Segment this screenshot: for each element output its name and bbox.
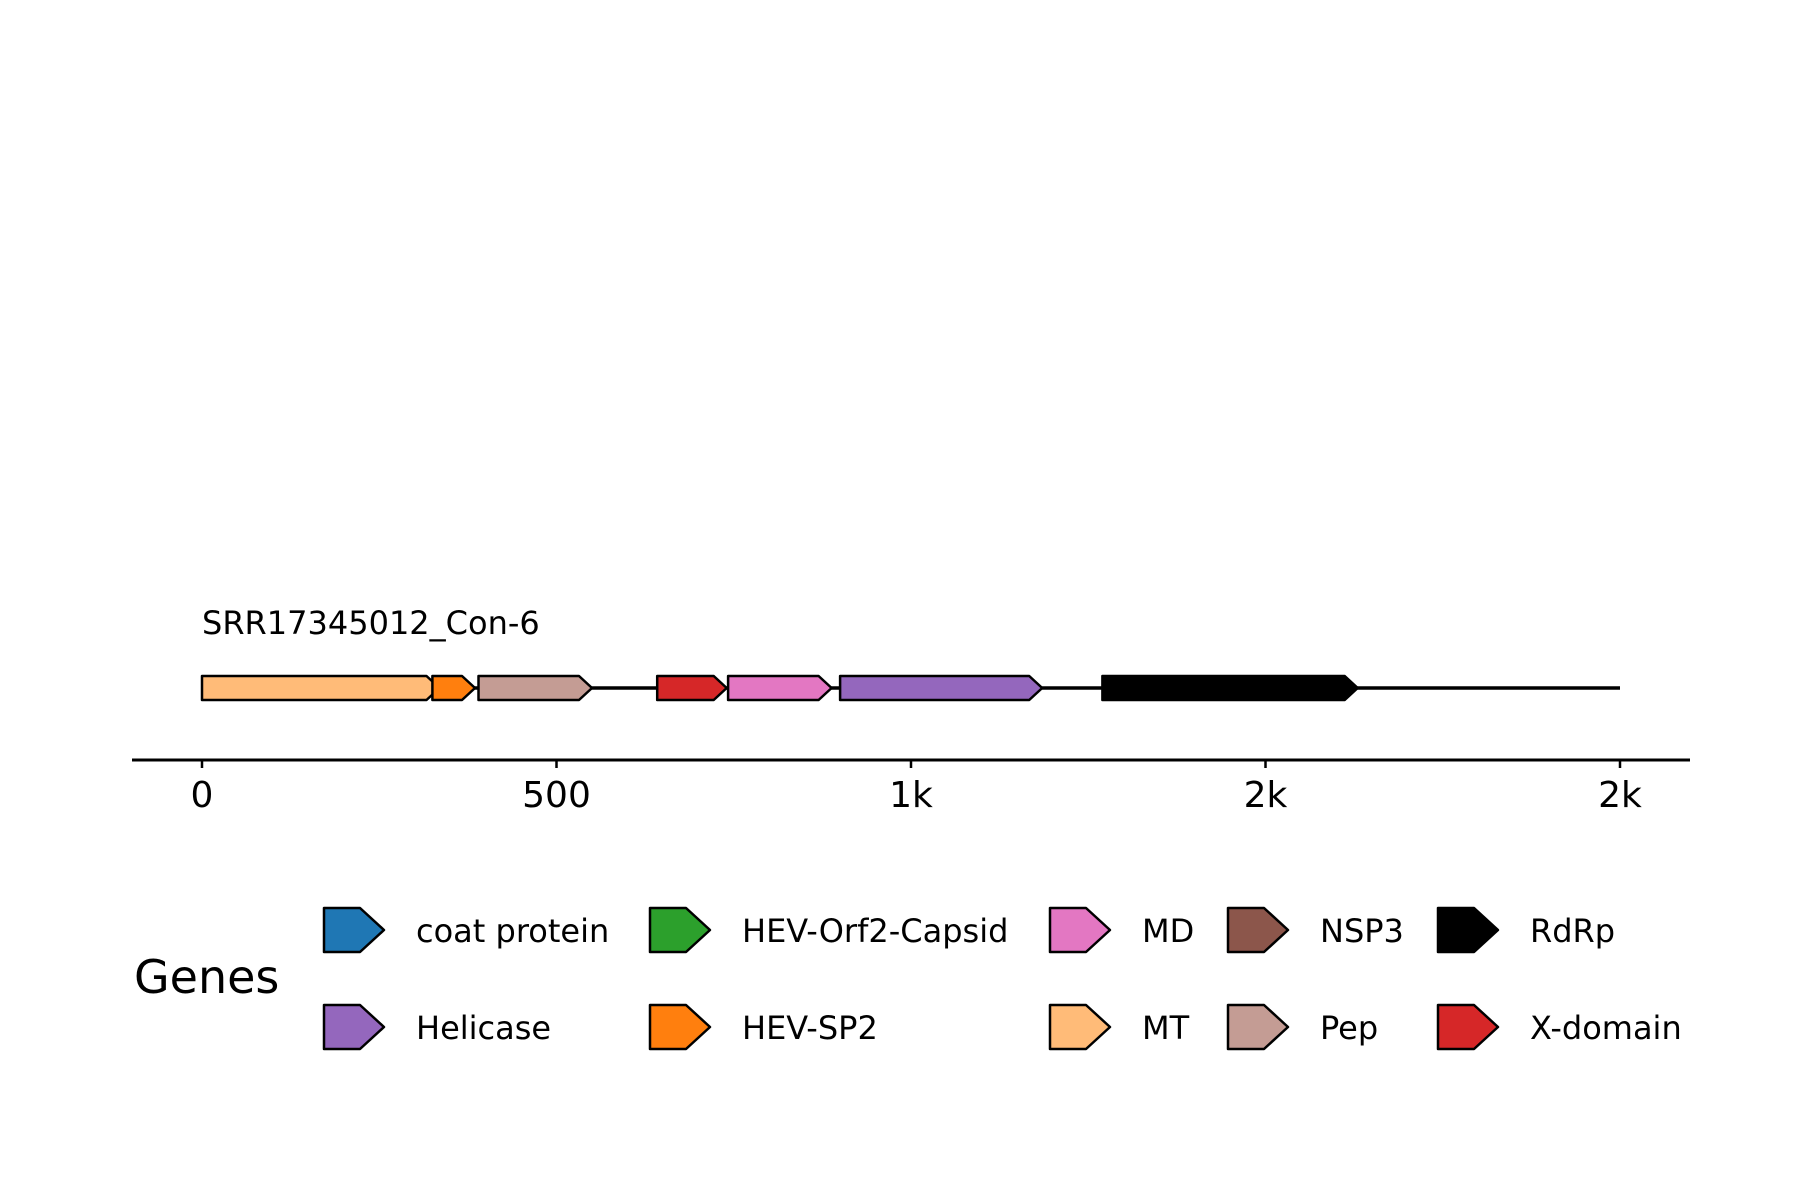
legend-label-x-domain: X-domain <box>1530 1009 1682 1047</box>
legend-label-mt: MT <box>1142 1009 1190 1047</box>
legend-label-helicase: Helicase <box>416 1009 551 1047</box>
legend-key-helicase <box>322 1003 386 1051</box>
legend-label-hev-orf2-capsid: HEV-Orf2-Capsid <box>742 912 1008 950</box>
gene-arrow-pep <box>477 674 594 702</box>
gene-arrow-helicase <box>838 674 1044 702</box>
x-tick-label: 1k <box>889 775 933 816</box>
x-tick-label: 2k <box>1598 775 1642 816</box>
gene-arrow-rdrp <box>1101 674 1359 702</box>
legend-key-hev-orf2-capsid <box>648 906 712 954</box>
legend-key-x-domain <box>1436 1003 1500 1051</box>
legend-label-coat-protein: coat protein <box>416 912 609 950</box>
legend-label-rdrp: RdRp <box>1530 912 1615 950</box>
legend-key-rdrp <box>1436 906 1500 954</box>
legend-key-md <box>1048 906 1112 954</box>
legend-label-nsp3: NSP3 <box>1320 912 1404 950</box>
legend-entries: coat protein Helicase HEV-Orf2-Capsid HEV-S… <box>322 906 1682 1051</box>
legend-key-nsp3 <box>1226 906 1290 954</box>
gene-arrow-x-domain <box>655 674 728 702</box>
x-axis-ticks: 0 500 1k 2k 2k <box>191 760 1642 816</box>
legend-title: Genes <box>134 950 279 1004</box>
legend-key-mt <box>1048 1003 1112 1051</box>
legend-key-coat-protein <box>322 906 386 954</box>
x-tick-label: 2k <box>1244 775 1288 816</box>
legend-key-pep <box>1226 1003 1290 1051</box>
legend-label-pep: Pep <box>1320 1009 1378 1047</box>
legend-label-hev-sp2: HEV-SP2 <box>742 1009 878 1047</box>
gene-arrow-md <box>726 674 833 702</box>
gene-arrow-hev-sp2 <box>431 674 477 702</box>
contig-label: SRR17345012_Con-6 <box>202 604 540 642</box>
gene-arrow-mt <box>200 674 441 702</box>
legend-label-md: MD <box>1142 912 1194 950</box>
gene-arrows <box>200 674 1359 702</box>
x-tick-label: 500 <box>522 775 591 816</box>
x-tick-label: 0 <box>191 775 214 816</box>
legend-key-hev-sp2 <box>648 1003 712 1051</box>
